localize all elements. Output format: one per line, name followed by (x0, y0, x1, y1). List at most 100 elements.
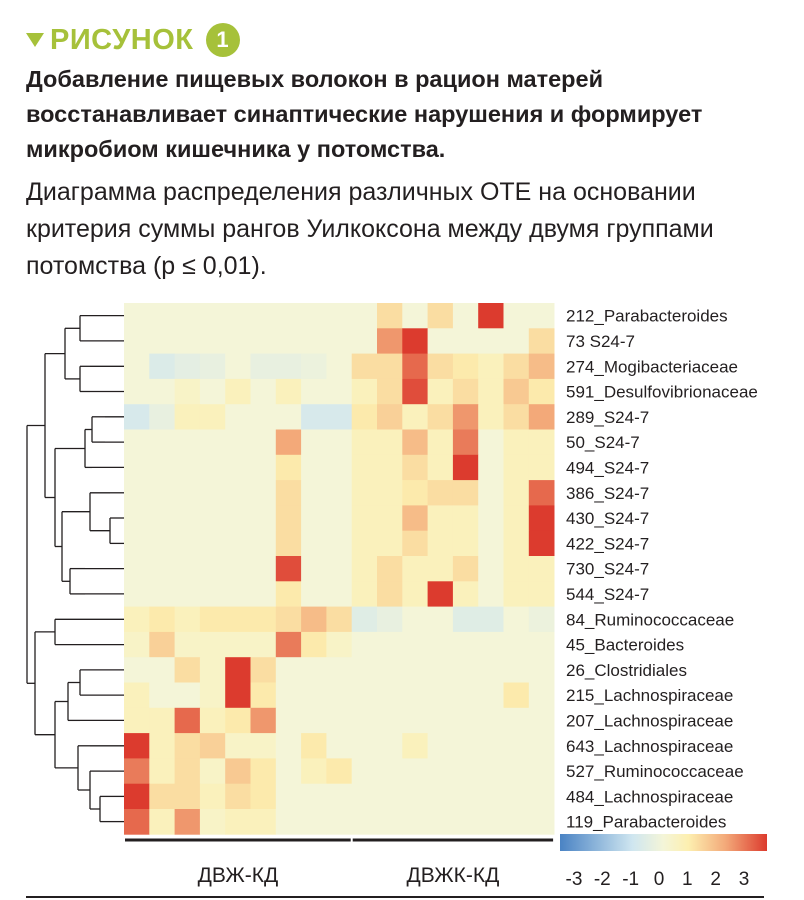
heatmap-cell (250, 682, 277, 709)
heatmap-cell (427, 783, 454, 810)
heatmap-cell (275, 631, 302, 658)
heatmap-cell (149, 505, 175, 532)
heatmap-cell (351, 631, 378, 658)
heatmap-cell (351, 480, 378, 506)
heatmap-cell (377, 606, 403, 633)
heatmap-cell (427, 707, 454, 734)
heatmap-cell (199, 682, 226, 709)
heatmap-cell (326, 581, 353, 607)
heatmap-cell (149, 581, 175, 607)
heatmap-cell (326, 783, 353, 810)
heatmap-cell (124, 353, 150, 380)
heatmap-cell (225, 303, 251, 329)
heatmap-cell (199, 809, 226, 835)
heatmap-cell (174, 809, 201, 835)
heatmap-cell (250, 556, 277, 582)
heatmap-cell (427, 556, 454, 582)
heatmap-cell (225, 404, 251, 430)
heatmap-cell (377, 581, 403, 607)
heatmap-cell (250, 328, 277, 354)
heatmap-cell (326, 454, 353, 481)
heatmap-cell (199, 631, 226, 658)
heatmap-cell (377, 758, 403, 785)
figure-subtitle: Диаграмма распределения различных ОТЕ на… (26, 174, 796, 285)
heatmap-cell (478, 530, 504, 557)
colorbar-tick-label: 2 (710, 869, 721, 890)
heatmap-cell (199, 657, 226, 683)
heatmap-cell (250, 429, 277, 456)
heatmap-cell (124, 606, 150, 633)
heatmap-cell (452, 581, 479, 607)
heatmap-cell (452, 682, 479, 709)
heatmap-cell (478, 657, 504, 683)
heatmap-cell (199, 556, 226, 582)
heatmap-cell (225, 707, 251, 734)
heatmap-cell (427, 581, 454, 607)
heatmap-cell (250, 303, 277, 329)
heatmap-cell (326, 657, 353, 683)
heatmap-cell (326, 631, 353, 658)
heatmap-cell (377, 328, 403, 354)
heatmap-cell (427, 303, 454, 329)
heatmap-cell (402, 809, 428, 835)
heatmap-cell (275, 783, 302, 810)
heatmap-cell (452, 429, 479, 456)
figure-word: РИСУНОК (50, 23, 194, 56)
heatmap-cell (225, 378, 251, 405)
heatmap-cell (377, 631, 403, 658)
heatmap-cell (174, 505, 201, 532)
heatmap-cell (149, 606, 175, 633)
heatmap-cell (301, 328, 327, 354)
heatmap-cell (124, 429, 150, 456)
row-label: 119_Parabacteroides (566, 813, 726, 832)
heatmap-cell (503, 505, 530, 532)
heatmap-cell (199, 733, 226, 759)
heatmap-cell (478, 758, 504, 785)
heatmap-cell (528, 783, 555, 810)
heatmap-cell (301, 733, 327, 759)
heatmap-cell (377, 657, 403, 683)
heatmap-cell (225, 606, 251, 633)
heatmap-cell (199, 404, 226, 430)
heatmap-cell (124, 378, 150, 405)
heatmap-cell (174, 657, 201, 683)
heatmap-cell (225, 505, 251, 532)
heatmap-cell (478, 505, 504, 532)
heatmap-cell (250, 809, 277, 835)
heatmap-cell (250, 707, 277, 734)
heatmap-cell (275, 556, 302, 582)
heatmap-cell (174, 429, 201, 456)
heatmap-cell (377, 707, 403, 734)
heatmap-cell (199, 505, 226, 532)
heatmap-cell (225, 530, 251, 557)
heatmap-cell (351, 303, 378, 329)
heatmap-cell (199, 454, 226, 481)
heatmap-cell (528, 480, 555, 506)
heatmap-cell (528, 581, 555, 607)
heatmap-cell (503, 328, 530, 354)
heatmap-cell (225, 657, 251, 683)
colorbar-tick-label: -2 (594, 869, 611, 890)
heatmap-cell (528, 429, 555, 456)
heatmap-cell (225, 480, 251, 506)
heatmap-cell (275, 454, 302, 481)
heatmap-cell (124, 809, 150, 835)
heatmap-cell (149, 707, 175, 734)
heatmap-cell (402, 404, 428, 430)
heatmap-cell (503, 657, 530, 683)
heatmap-cell (149, 758, 175, 785)
heatmap-cell (402, 505, 428, 532)
heatmap-cell (503, 480, 530, 506)
heatmap-cell (503, 783, 530, 810)
heatmap-cell (452, 606, 479, 633)
heatmap-cell (174, 707, 201, 734)
row-label: 215_Lachnospiraceae (566, 686, 733, 705)
heatmap-cell (427, 631, 454, 658)
heatmap-cell (427, 328, 454, 354)
row-label: 494_S24-7 (566, 458, 649, 477)
heatmap-cell (452, 758, 479, 785)
heatmap-cell (402, 758, 428, 785)
heatmap-cell (301, 530, 327, 557)
heatmap-cell (402, 303, 428, 329)
heatmap-cell (503, 606, 530, 633)
